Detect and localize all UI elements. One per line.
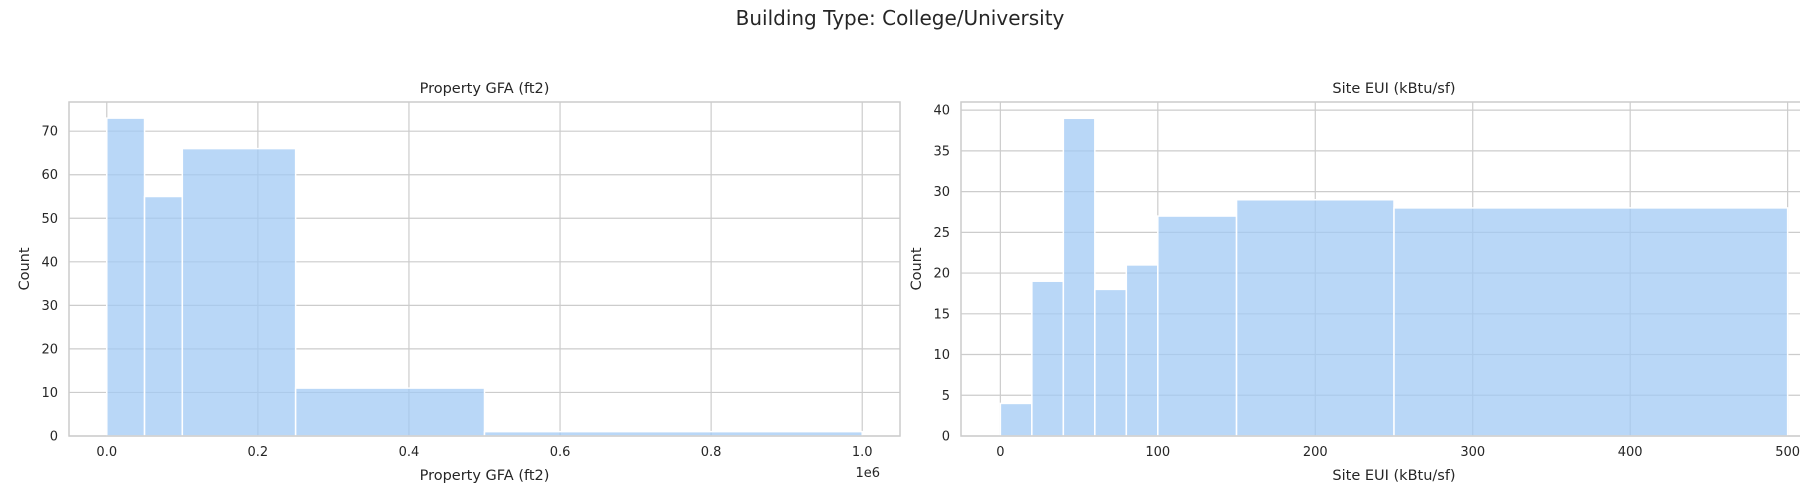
x-tick-label: 1.0 <box>852 445 873 460</box>
histogram-bar-7 <box>1393 207 1789 437</box>
x-axis-offset-label: 1e6 <box>855 466 880 481</box>
histogram-bar-0 <box>106 117 146 437</box>
histogram-bar-1 <box>143 195 184 437</box>
histogram-bar-2 <box>181 147 297 437</box>
plot-frame <box>68 101 901 437</box>
figure-suptitle: Building Type: College/University <box>736 6 1065 30</box>
x-tick-label: 300 <box>1460 445 1485 460</box>
x-tick-label: 500 <box>1775 445 1800 460</box>
y-tick-label: 10 <box>41 386 58 401</box>
y-tick-label: 50 <box>41 212 58 227</box>
plot-frame <box>960 101 1800 437</box>
x-tick-label: 0.6 <box>550 445 571 460</box>
histogram-bar-4 <box>1125 264 1159 437</box>
y-tick-label: 25 <box>933 226 950 241</box>
histogram-property-gfa: Property GFA (ft2) 0.0 0.2 0.4 0.6 0.8 1.0 0 10… <box>17 81 901 484</box>
chart-title: Site EUI (kBtu/sf) <box>1332 81 1455 97</box>
histogram-bar-3 <box>294 387 486 437</box>
y-tick-label: 0 <box>942 430 950 445</box>
y-axis-label: Count <box>17 247 33 290</box>
x-axis-label: Site EUI (kBtu/sf) <box>1332 468 1455 484</box>
x-tick-label: 0.4 <box>399 445 420 460</box>
y-tick-label: 40 <box>41 255 58 270</box>
x-tick-label: 200 <box>1303 445 1328 460</box>
y-tick-label: 70 <box>41 125 58 140</box>
histogram-bar-0 <box>999 402 1033 437</box>
y-tick-label: 30 <box>41 299 58 314</box>
y-tick-label: 10 <box>933 348 950 363</box>
x-tick-label: 400 <box>1618 445 1643 460</box>
y-tick-label: 20 <box>41 342 58 357</box>
x-tick-label: 0.0 <box>96 445 117 460</box>
x-tick-label: 0.8 <box>701 445 722 460</box>
histogram-bar-6 <box>1235 199 1395 437</box>
y-tick-label: 40 <box>933 104 950 119</box>
chart-title: Property GFA (ft2) <box>420 81 550 97</box>
histogram-bar-2 <box>1062 117 1096 437</box>
x-tick-label: 100 <box>1145 445 1170 460</box>
x-axis-label: Property GFA (ft2) <box>420 468 550 484</box>
y-axis-label: Count <box>909 247 925 290</box>
y-tick-label: 60 <box>41 168 58 183</box>
y-tick-label: 35 <box>933 144 950 159</box>
y-tick-label: 0 <box>50 430 58 445</box>
y-tick-label: 30 <box>933 185 950 200</box>
histogram-site-eui: Site EUI (kBtu/sf) 0 100 200 300 400 500 0 5 10 1… <box>909 81 1800 484</box>
histogram-bar-1 <box>1031 280 1065 437</box>
x-tick-label: 0 <box>996 445 1004 460</box>
y-tick-label: 20 <box>933 267 950 282</box>
histogram-bar-3 <box>1094 288 1128 437</box>
histogram-bar-5 <box>1157 215 1238 437</box>
x-tick-label: 0.2 <box>248 445 269 460</box>
y-tick-label: 5 <box>942 389 950 404</box>
y-tick-label: 15 <box>933 307 950 322</box>
